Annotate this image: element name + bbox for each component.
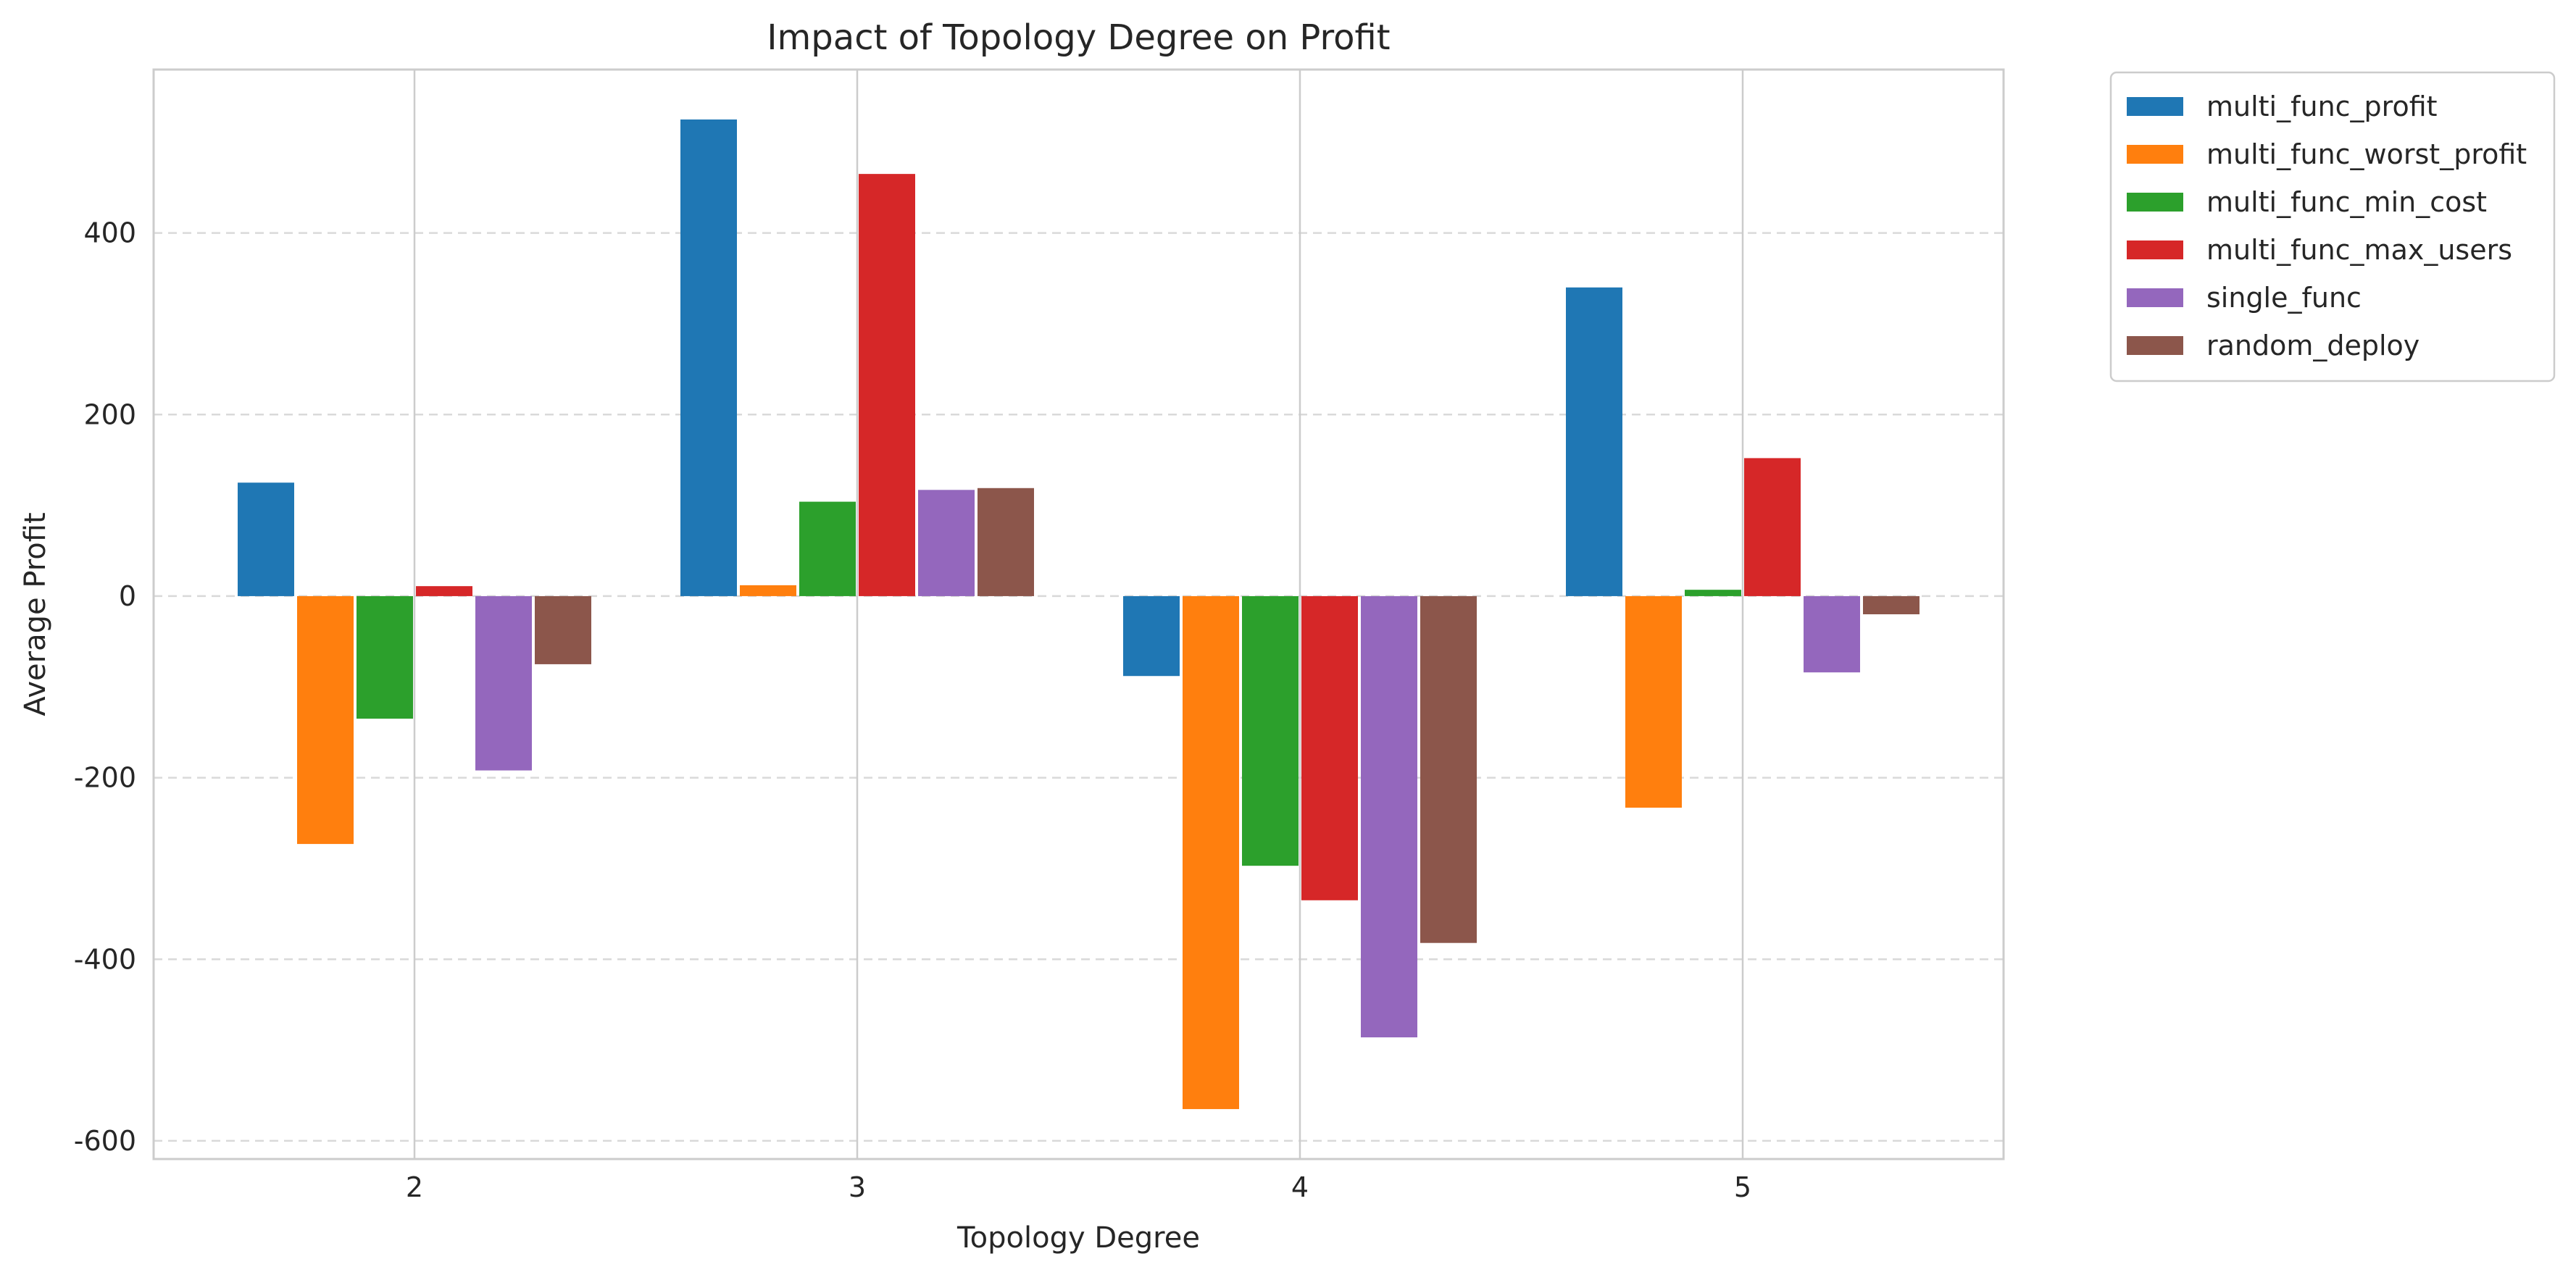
plot-frame	[152, 68, 2005, 1160]
y-tick-label: -400	[74, 943, 136, 975]
bar-multi_func_max_users-5	[1744, 458, 1801, 596]
legend-label-multi_func_min_cost: multi_func_min_cost	[2206, 186, 2487, 218]
bar-multi_func_worst_profit-5	[1625, 595, 1682, 808]
bar-multi_func_worst_profit-2	[297, 595, 354, 845]
x-tick-label: 3	[849, 1171, 866, 1203]
bar-single_func-3	[918, 490, 975, 596]
x-tick-label: 2	[406, 1171, 423, 1203]
legend-swatch-multi_func_max_users	[2127, 240, 2183, 259]
legend-swatch-multi_func_worst_profit	[2127, 145, 2183, 164]
legend-swatch-multi_func_profit	[2127, 97, 2183, 116]
y-tick-label: -600	[74, 1125, 136, 1157]
chart-title: Impact of Topology Degree on Profit	[767, 17, 1390, 58]
bar-multi_func_min_cost-3	[799, 501, 856, 596]
y-tick-label: 400	[83, 217, 136, 249]
bar-multi_func_max_users-4	[1301, 595, 1358, 900]
bar-multi_func_max_users-2	[416, 586, 472, 596]
y-tick-label: 200	[83, 398, 136, 430]
legend-label-single_func: single_func	[2206, 282, 2362, 314]
x-tick-label: 5	[1734, 1171, 1751, 1203]
legend-label-random_deploy: random_deploy	[2206, 330, 2419, 361]
legend-swatch-random_deploy	[2127, 336, 2183, 355]
legend-box	[2109, 71, 2556, 382]
legend-label-multi_func_profit: multi_func_profit	[2206, 91, 2438, 122]
bar-multi_func_worst_profit-4	[1183, 595, 1239, 1110]
bar-multi_func_min_cost-4	[1242, 595, 1299, 866]
bar-multi_func_profit-2	[238, 482, 294, 596]
bar-single_func-2	[475, 595, 532, 771]
y-tick-label: 0	[119, 580, 136, 612]
bar-multi_func_profit-4	[1123, 595, 1180, 677]
x-tick-label: 4	[1291, 1171, 1309, 1203]
y-tick-label: -200	[74, 762, 136, 794]
bar-single_func-5	[1804, 595, 1860, 673]
bar-random_deploy-5	[1863, 595, 1920, 614]
legend-label-multi_func_max_users: multi_func_max_users	[2206, 234, 2512, 266]
y-axis-label: Average Profit	[19, 512, 52, 716]
bars-layer	[238, 119, 1920, 1110]
bar-single_func-4	[1361, 595, 1417, 1038]
legend: multi_func_profit multi_func_worst_profit…	[2109, 71, 2556, 382]
bar-multi_func_profit-3	[680, 119, 737, 596]
bar-random_deploy-2	[535, 595, 591, 664]
legend-swatch-single_func	[2127, 288, 2183, 307]
bar-multi_func_min_cost-5	[1685, 590, 1741, 596]
bar-multi_func_worst_profit-3	[740, 585, 796, 596]
bar-multi_func_min_cost-2	[357, 595, 413, 719]
bar-random_deploy-4	[1420, 595, 1477, 943]
ticks-layer: 400 200 0 -200 -400 -600 2 3 4 5	[74, 217, 1751, 1203]
x-axis-label: Topology Degree	[956, 1221, 1200, 1255]
bar-random_deploy-3	[978, 488, 1034, 596]
bar-multi_func_max_users-3	[859, 174, 915, 596]
legend-swatch-multi_func_min_cost	[2127, 193, 2183, 212]
bar-multi_func_profit-5	[1566, 287, 1622, 596]
legend-label-multi_func_worst_profit: multi_func_worst_profit	[2206, 138, 2527, 170]
